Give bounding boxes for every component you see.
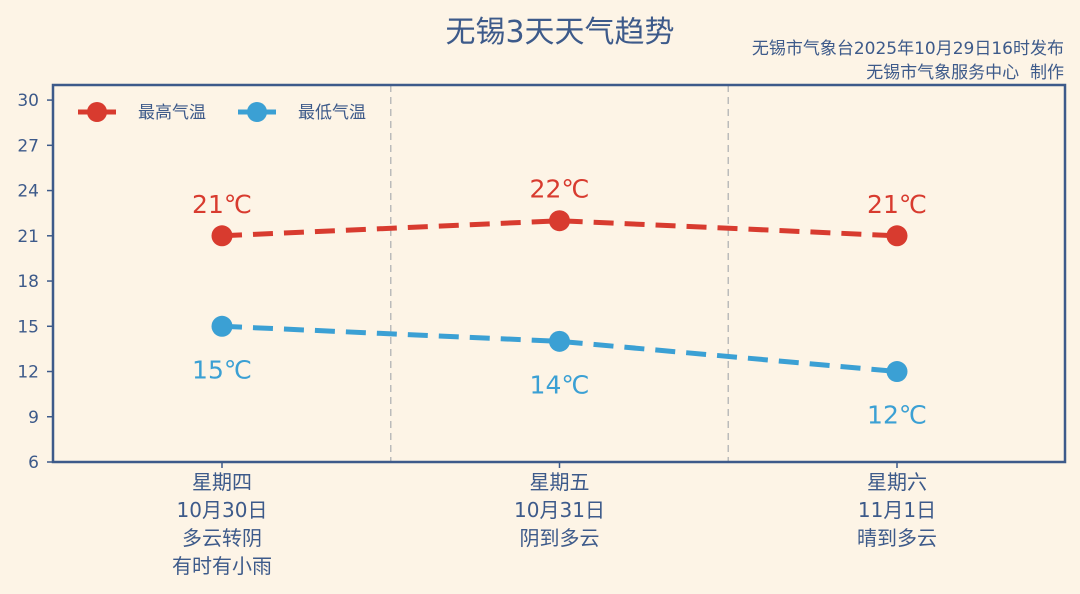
- day-separators: [390, 85, 729, 462]
- y-tick-label: 30: [17, 91, 39, 111]
- series-line-high: [221, 218, 898, 239]
- legend: 最高气温 最低气温: [78, 102, 366, 123]
- y-tick-label: 6: [28, 453, 39, 473]
- x-category-label: 10月30日: [177, 498, 268, 522]
- y-tick-label: 24: [17, 182, 39, 202]
- data-label-low: 14℃: [530, 370, 590, 399]
- legend-high-marker: [87, 102, 107, 122]
- data-point-high: [886, 225, 908, 247]
- y-tick-label: 18: [17, 272, 39, 292]
- x-category-label: 星期六: [867, 470, 927, 494]
- x-category-label: 晴到多云: [857, 526, 937, 550]
- data-point-low: [211, 315, 233, 337]
- y-tick-label: 21: [17, 227, 39, 247]
- producer-line: 无锡市气象服务中心 制作: [866, 63, 1064, 83]
- data-label-high: 21℃: [867, 190, 927, 219]
- y-axis: 6 9 12 15 18 21 24 27 30: [17, 91, 53, 473]
- y-tick-label: 12: [17, 363, 39, 383]
- series-layer: 21℃ 22℃ 21℃ 15℃ 14℃ 12℃: [192, 175, 927, 430]
- data-label-high: 21℃: [192, 190, 252, 219]
- x-category-label: 多云转阴: [182, 526, 262, 550]
- x-category-label: 10月31日: [514, 498, 605, 522]
- series-line-low: [221, 323, 898, 375]
- data-label-low: 15℃: [192, 355, 252, 384]
- legend-high-label: 最高气温: [138, 103, 206, 123]
- legend-low-label: 最低气温: [298, 103, 366, 123]
- data-point-low: [886, 361, 908, 383]
- y-tick-label: 15: [17, 317, 39, 337]
- y-tick-label: 27: [17, 136, 39, 156]
- plot-frame: [51, 83, 1067, 464]
- y-tick-label: 9: [28, 408, 39, 428]
- data-point-low: [549, 330, 570, 352]
- x-category-label: 有时有小雨: [172, 554, 272, 578]
- data-point-high: [211, 225, 233, 247]
- data-point-high: [549, 210, 570, 232]
- issuer-line: 无锡市气象台2025年10月29日16时发布: [752, 39, 1064, 59]
- x-category-label: 星期五: [530, 470, 590, 494]
- x-category-label: 阴到多云: [520, 526, 600, 550]
- legend-low-marker: [247, 102, 267, 122]
- x-category-label: 11月1日: [858, 498, 936, 522]
- x-category-label: 星期四: [192, 470, 252, 494]
- chart-title: 无锡3天天气趋势: [445, 15, 674, 50]
- data-label-high: 22℃: [530, 175, 590, 204]
- data-label-low: 12℃: [867, 401, 927, 430]
